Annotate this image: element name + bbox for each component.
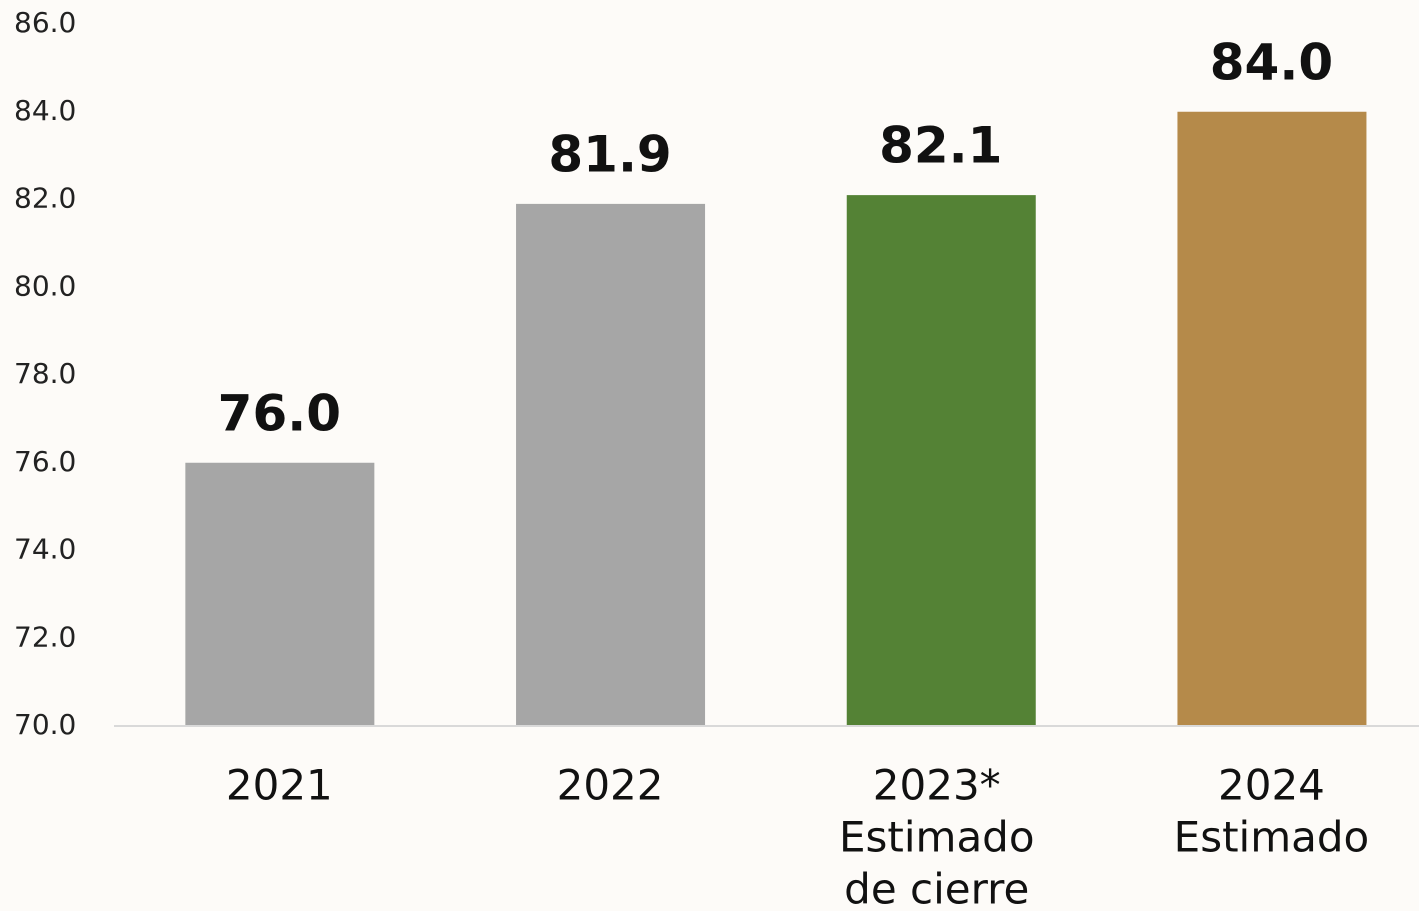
chart: 70.0 72.0 74.0 76.0 78.0 80.0 82.0 84.0 86.0 76.0…: [0, 0, 1419, 911]
y-tick-label: 70.0: [14, 708, 76, 741]
page: 70.0 72.0 74.0 76.0 78.0 80.0 82.0 84.0 86.0 76.0…: [0, 0, 1419, 911]
y-tick-label: 80.0: [14, 269, 76, 302]
bar: [1177, 112, 1366, 726]
x-tick-label: 2024: [1218, 761, 1325, 810]
value-label: 76.0: [218, 384, 341, 442]
y-tick-label: 86.0: [14, 6, 76, 39]
value-label: 81.9: [548, 125, 671, 183]
bar: [185, 463, 374, 726]
x-tick-label: 2023*: [873, 761, 1001, 810]
y-tick-label: 76.0: [14, 445, 76, 478]
value-label: 82.1: [879, 117, 1002, 175]
bar: [847, 195, 1036, 726]
value-label: 84.0: [1210, 33, 1333, 91]
bar: [516, 204, 705, 726]
y-tick-label: 78.0: [14, 357, 76, 390]
y-tick-label: 84.0: [14, 94, 76, 127]
x-tick-label: de cierre: [844, 865, 1029, 911]
x-tick-label: 2022: [557, 761, 664, 810]
x-tick-label: Estimado: [839, 813, 1035, 862]
y-tick-label: 72.0: [14, 620, 76, 653]
y-tick-label: 82.0: [14, 182, 76, 215]
y-tick-label: 74.0: [14, 533, 76, 566]
x-tick-label: 2021: [226, 761, 333, 810]
x-tick-label: Estimado: [1174, 813, 1370, 862]
